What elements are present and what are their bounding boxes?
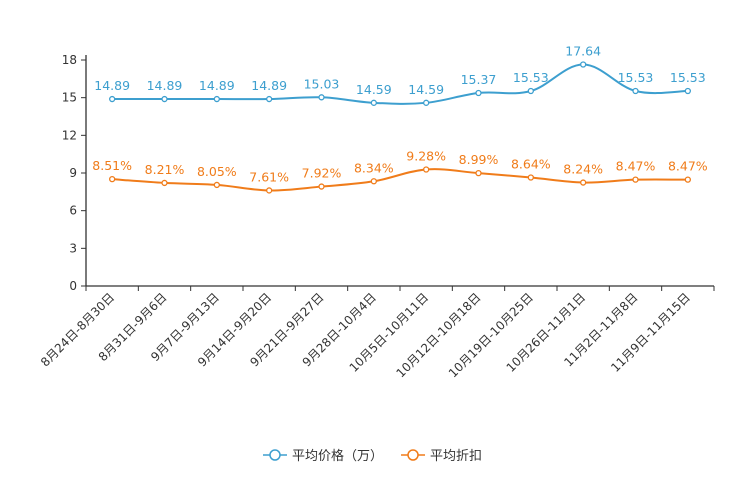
data-point[interactable] (266, 187, 273, 194)
data-label: 8.51% (92, 158, 132, 173)
data-label: 8.64% (511, 157, 551, 172)
data-point[interactable] (632, 176, 639, 183)
data-label: 14.89 (147, 78, 183, 93)
series-line (112, 63, 688, 105)
data-point[interactable] (475, 169, 482, 177)
data-point[interactable] (370, 178, 377, 185)
data-label: 15.37 (461, 72, 497, 87)
data-point[interactable] (266, 95, 273, 103)
data-point[interactable] (109, 95, 116, 103)
data-label: 15.53 (513, 70, 549, 85)
data-label: 15.53 (618, 70, 654, 85)
data-point[interactable] (318, 183, 325, 190)
series-line (112, 168, 688, 192)
data-point[interactable] (475, 89, 482, 97)
data-point[interactable] (213, 181, 220, 189)
data-label: 8.47% (668, 159, 708, 174)
data-label: 7.61% (249, 169, 289, 184)
data-point[interactable] (527, 174, 534, 181)
data-point[interactable] (527, 87, 534, 95)
data-label: 15.03 (304, 76, 340, 91)
data-point[interactable] (684, 87, 691, 95)
data-label: 8.05% (197, 164, 237, 179)
data-label: 8.34% (354, 160, 394, 175)
data-label: 9.28% (406, 148, 446, 163)
data-point[interactable] (580, 61, 587, 68)
data-label: 15.53 (670, 70, 706, 85)
y-tick-label: 9 (69, 166, 77, 180)
data-label: 14.59 (356, 82, 392, 97)
series-0: 14.89 14.89 14.89 14.89 15.03 14.59 14.59 15.37… (94, 44, 706, 106)
data-label: 8.24% (563, 162, 603, 177)
x-axis-tick-labels: 8月24日-8月30日8月31日-9月6日9月7日-9月13日9月14日-9月2… (38, 286, 715, 380)
y-tick-label: 15 (62, 91, 77, 105)
data-label: 14.89 (199, 78, 235, 93)
data-point[interactable] (684, 176, 691, 183)
legend-item-0[interactable]: 平均价格（万） (263, 448, 383, 464)
data-point[interactable] (370, 99, 377, 106)
data-point[interactable] (423, 166, 430, 173)
y-axis-ticks: 0 3 6 9 12 15 18 (62, 53, 86, 293)
data-label: 8.99% (459, 152, 499, 167)
legend-item-1[interactable]: 平均折扣 (401, 449, 482, 464)
data-label: 17.64 (565, 44, 601, 59)
data-point[interactable] (161, 179, 168, 187)
data-label: 8.21% (145, 162, 185, 177)
y-tick-label: 3 (69, 241, 77, 255)
y-tick-label: 6 (69, 204, 77, 218)
legend-marker-icon (407, 449, 419, 461)
data-label: 7.92% (302, 166, 342, 181)
y-tick-label: 0 (69, 279, 77, 293)
data-point[interactable] (423, 99, 430, 106)
legend-label: 平均价格（万） (292, 448, 383, 464)
data-label: 8.47% (616, 159, 656, 174)
data-label: 14.89 (251, 78, 287, 93)
y-tick-label: 12 (62, 128, 77, 142)
series-lines: 14.89 14.89 14.89 14.89 15.03 14.59 14.59 15.37… (92, 44, 708, 194)
data-point[interactable] (318, 94, 325, 101)
legend-label: 平均折扣 (430, 449, 482, 464)
data-label: 14.89 (94, 78, 130, 93)
data-point[interactable] (161, 95, 168, 103)
data-point[interactable] (580, 179, 587, 186)
data-point[interactable] (213, 95, 220, 103)
y-tick-label: 18 (62, 53, 77, 67)
legend-marker-icon (269, 449, 281, 461)
legend[interactable]: 平均价格（万） 平均折扣 (263, 448, 482, 464)
data-label: 14.59 (408, 82, 444, 97)
data-point[interactable] (109, 176, 116, 183)
series-1: 8.51% 8.21% 8.05% 7.61% 7.92% 8.34% 9.28% 8.99%… (92, 148, 708, 194)
data-point[interactable] (632, 87, 639, 95)
